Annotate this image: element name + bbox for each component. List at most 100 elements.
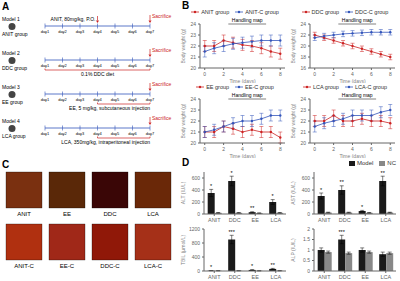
svg-text:ANIT: ANIT — [318, 217, 331, 223]
svg-text:0: 0 — [313, 146, 316, 152]
svg-text:DDC: DDC — [229, 273, 241, 279]
svg-text:Time (days): Time (days) — [339, 153, 366, 158]
svg-text:day7: day7 — [146, 63, 155, 68]
svg-text:0: 0 — [203, 146, 206, 152]
svg-text:Model 2: Model 2 — [8, 50, 20, 56]
svg-text:Sacrifice: Sacrifice — [152, 115, 171, 121]
svg-text:day1: day1 — [41, 131, 50, 136]
svg-text:day1: day1 — [41, 29, 50, 34]
svg-text:Body weight (g): Body weight (g) — [290, 28, 296, 63]
svg-text:ANIT: ANIT — [318, 273, 331, 279]
svg-text:LCA: LCA — [380, 273, 391, 279]
svg-text:21: 21 — [190, 54, 196, 60]
svg-text:DDC: DDC — [104, 211, 118, 217]
svg-text:**: ** — [340, 179, 345, 185]
svg-text:Body weight (g): Body weight (g) — [290, 103, 296, 138]
svg-text:Model 3: Model 3 — [8, 84, 20, 90]
svg-text:day5: day5 — [111, 131, 120, 136]
svg-text:EE: EE — [362, 273, 370, 279]
svg-text:***: *** — [338, 228, 345, 234]
svg-text:2: 2 — [332, 146, 335, 152]
svg-text:Sacrifice: Sacrifice — [152, 81, 171, 87]
svg-text:DDC group: DDC group — [8, 65, 27, 71]
svg-text:*: * — [210, 264, 213, 270]
svg-text:400: 400 — [302, 187, 311, 193]
svg-text:**: ** — [381, 170, 386, 176]
svg-text:LCA: LCA — [270, 217, 281, 223]
svg-text:EE, 5 mg/kg, subcutaneous inje: EE, 5 mg/kg, subcutaneous injection — [69, 105, 150, 111]
svg-text:day3: day3 — [76, 63, 85, 68]
svg-text:day5: day5 — [111, 97, 120, 102]
svg-text:0: 0 — [203, 71, 206, 77]
svg-text:200: 200 — [302, 199, 311, 205]
svg-text:*: * — [210, 183, 213, 189]
svg-text:day6: day6 — [128, 29, 137, 34]
svg-text:0: 0 — [307, 211, 310, 217]
svg-text:ANIT, 80mg/kg, P.O.: ANIT, 80mg/kg, P.O. — [51, 16, 96, 22]
svg-text:day2: day2 — [58, 97, 67, 102]
svg-text:ANIT: ANIT — [208, 273, 221, 279]
svg-text:20: 20 — [300, 43, 306, 49]
svg-text:6: 6 — [370, 146, 373, 152]
svg-text:8: 8 — [389, 71, 392, 77]
svg-text:DDC: DDC — [339, 273, 351, 279]
svg-text:EE: EE — [362, 217, 370, 223]
svg-text:DDC: DDC — [229, 217, 241, 223]
svg-text:DDC-C: DDC-C — [100, 263, 120, 269]
svg-text:24: 24 — [300, 21, 306, 27]
svg-text:8: 8 — [279, 146, 282, 152]
svg-text:*: * — [231, 170, 234, 176]
svg-text:2: 2 — [222, 71, 225, 77]
svg-text:4: 4 — [351, 146, 354, 152]
svg-text:0: 0 — [197, 211, 200, 217]
svg-text:24: 24 — [190, 21, 196, 27]
svg-text:day2: day2 — [58, 131, 67, 136]
svg-text:600: 600 — [192, 175, 201, 181]
svg-text:0: 0 — [307, 267, 310, 273]
svg-text:20: 20 — [190, 140, 196, 146]
svg-text:day2: day2 — [58, 29, 67, 34]
svg-text:6: 6 — [260, 146, 263, 152]
svg-text:ALP (IU/L): ALP (IU/L) — [290, 238, 296, 262]
svg-text:4: 4 — [241, 71, 244, 77]
svg-text:0: 0 — [197, 267, 200, 273]
svg-text:18: 18 — [300, 54, 306, 60]
svg-text:EE: EE — [252, 217, 260, 223]
svg-text:*: * — [361, 204, 364, 210]
svg-text:day4: day4 — [93, 131, 102, 136]
svg-text:day1: day1 — [41, 97, 50, 102]
svg-text:20: 20 — [300, 140, 306, 146]
svg-text:day4: day4 — [93, 97, 102, 102]
svg-text:Body weight (g): Body weight (g) — [180, 103, 186, 138]
svg-text:8: 8 — [389, 146, 392, 152]
svg-text:LCA: LCA — [380, 217, 391, 223]
svg-text:21: 21 — [300, 129, 306, 135]
svg-text:day7: day7 — [146, 97, 155, 102]
svg-text:22: 22 — [190, 43, 196, 49]
svg-text:Time (days): Time (days) — [229, 153, 256, 158]
svg-text:day6: day6 — [128, 63, 137, 68]
svg-text:16: 16 — [300, 65, 306, 71]
svg-text:1200: 1200 — [189, 225, 200, 231]
svg-text:day1: day1 — [41, 63, 50, 68]
svg-text:ANIT-C: ANIT-C — [14, 263, 34, 269]
svg-text:6: 6 — [370, 71, 373, 77]
svg-text:EE group: EE group — [8, 99, 23, 105]
svg-text:1: 1 — [307, 246, 310, 252]
svg-text:day6: day6 — [128, 97, 137, 102]
svg-text:Time (days): Time (days) — [229, 78, 256, 83]
svg-text:2: 2 — [307, 225, 310, 231]
svg-text:Handling map: Handling map — [342, 92, 373, 98]
svg-text:LCA group: LCA group — [8, 133, 26, 139]
svg-text:24: 24 — [300, 96, 306, 102]
svg-text:day4: day4 — [93, 29, 102, 34]
svg-text:Handling map: Handling map — [232, 17, 263, 23]
svg-text:day2: day2 — [58, 63, 67, 68]
svg-text:day6: day6 — [128, 131, 137, 136]
svg-text:Model 4: Model 4 — [8, 118, 20, 124]
svg-text:600: 600 — [302, 175, 311, 181]
svg-text:day5: day5 — [111, 29, 120, 34]
svg-text:LCA: LCA — [147, 211, 159, 217]
svg-text:Time (days): Time (days) — [339, 78, 366, 83]
svg-text:21: 21 — [190, 129, 196, 135]
